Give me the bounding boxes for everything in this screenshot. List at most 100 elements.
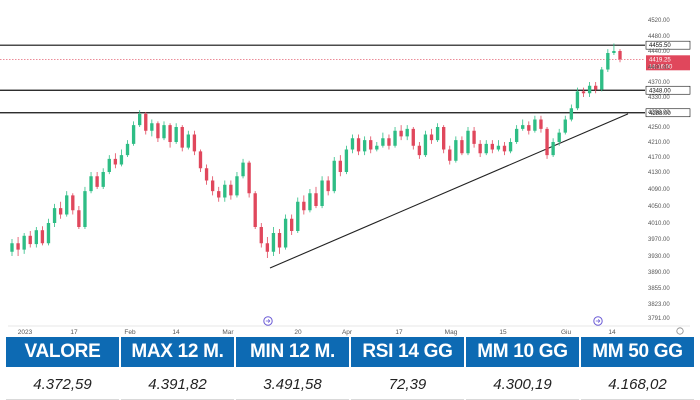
- candle-body: [89, 176, 93, 192]
- candle-body: [399, 130, 403, 137]
- candle-body: [594, 85, 598, 90]
- y-tick-label: 4050.00: [648, 204, 670, 210]
- candle-body: [338, 160, 342, 172]
- candle-body: [77, 210, 81, 227]
- x-tick-label: 14: [172, 329, 180, 336]
- candle-body: [150, 123, 154, 131]
- candle-body: [411, 128, 415, 146]
- y-tick-label: 4130.00: [648, 170, 670, 176]
- candle-body: [326, 180, 330, 192]
- y-tick-label: 4520.00: [648, 18, 670, 24]
- candle-body: [40, 230, 45, 244]
- candle-body: [204, 168, 209, 181]
- x-tick-label: 17: [395, 329, 403, 336]
- candle-body: [612, 51, 616, 53]
- candle-body: [454, 140, 458, 161]
- x-axis: 2023 17 Feb 14 Mar 20 Apr 17 Mag 15 Giu 14: [18, 329, 616, 336]
- candle-body: [423, 134, 428, 156]
- stat-label: MIN 12 M.: [236, 337, 349, 367]
- candle-body: [52, 208, 57, 223]
- candle-body: [521, 125, 525, 129]
- candle-body: [472, 130, 476, 144]
- candle-body: [429, 134, 434, 141]
- candle-body: [557, 132, 561, 142]
- candle-body: [144, 113, 148, 131]
- candle-body: [22, 235, 26, 250]
- candle-body: [508, 142, 513, 152]
- candle-body: [119, 155, 124, 165]
- candle-body: [381, 138, 385, 146]
- candle-body: [581, 91, 586, 94]
- candle-body: [186, 134, 190, 148]
- y-tick-label: 4170.00: [648, 155, 670, 161]
- x-tick-label: 14: [608, 329, 616, 336]
- candle-body: [34, 230, 38, 245]
- price-tag: [646, 55, 690, 71]
- candle-body: [527, 125, 531, 131]
- candle-body: [393, 130, 397, 146]
- x-tick-label: 15: [499, 329, 507, 336]
- arrow-icon: [595, 319, 601, 323]
- candle-body: [496, 145, 501, 150]
- stat-value: 3.491,58: [236, 369, 349, 400]
- y-tick-label: 4290.00: [648, 110, 670, 116]
- level-label: 4455.50: [649, 43, 671, 49]
- stat-value: 4.168,02: [581, 369, 694, 400]
- y-tick-label: 3890.00: [648, 270, 670, 276]
- candle-body: [174, 127, 178, 142]
- candle-body: [533, 119, 537, 131]
- candle-body: [16, 243, 20, 250]
- level-tag: [645, 85, 691, 95]
- candle-body: [387, 138, 391, 146]
- y-tick-label: 4370.00: [648, 80, 670, 86]
- candle-body: [113, 158, 118, 165]
- x-tick-label: 20: [294, 329, 302, 336]
- trendline: [269, 113, 629, 269]
- candle-body: [308, 193, 312, 211]
- stat-rsi-14: RSI 14 GG 72,39: [351, 337, 464, 400]
- candle-body: [356, 138, 361, 152]
- y-tick-label: 4400.00: [648, 65, 670, 71]
- candle-body: [235, 176, 239, 196]
- x-tick-label: Mag: [445, 329, 458, 336]
- candle-body: [502, 145, 507, 152]
- stat-label: MAX 12 M.: [121, 337, 234, 367]
- x-tick-label: Apr: [342, 329, 353, 336]
- candle-body: [10, 243, 14, 252]
- x-tick-label: Giu: [561, 329, 572, 336]
- candle-body: [277, 233, 282, 248]
- stat-value: 4.300,19: [466, 369, 579, 400]
- y-tick-label: 4210.00: [648, 140, 670, 146]
- candle-body: [259, 227, 263, 244]
- candle-body: [198, 151, 203, 169]
- candle-body: [247, 162, 251, 194]
- level-label: 4288.00: [649, 111, 671, 117]
- stat-value: 72,39: [351, 369, 464, 400]
- candle-body: [65, 195, 69, 215]
- event-markers: [263, 316, 684, 335]
- candle-body: [448, 149, 452, 161]
- candle-body: [296, 201, 300, 231]
- candle-body: [478, 143, 482, 154]
- candle-body: [600, 69, 604, 90]
- candle-body: [314, 193, 318, 206]
- y-tick-label: 4250.00: [648, 125, 670, 131]
- candle-body: [375, 145, 379, 150]
- candle-body: [332, 160, 336, 192]
- candle-body: [344, 149, 349, 172]
- stat-mm-10: MM 10 GG 4.300,19: [466, 337, 579, 400]
- candle-body: [241, 162, 245, 177]
- y-tick-label: 3930.00: [648, 254, 670, 260]
- candle-body: [362, 140, 367, 152]
- candle-body: [162, 125, 166, 139]
- y-tick-label: 4010.00: [648, 221, 670, 227]
- candle-body: [210, 180, 215, 192]
- candle-body: [83, 191, 87, 227]
- stats-table: VALORE 4.372,59 MAX 12 M. 4.391,82 MIN 1…: [6, 337, 694, 400]
- candle-body: [223, 184, 227, 198]
- candle-body: [369, 140, 373, 150]
- candle-body: [466, 130, 470, 154]
- candle-body: [490, 143, 494, 150]
- stat-label: MM 10 GG: [466, 337, 579, 367]
